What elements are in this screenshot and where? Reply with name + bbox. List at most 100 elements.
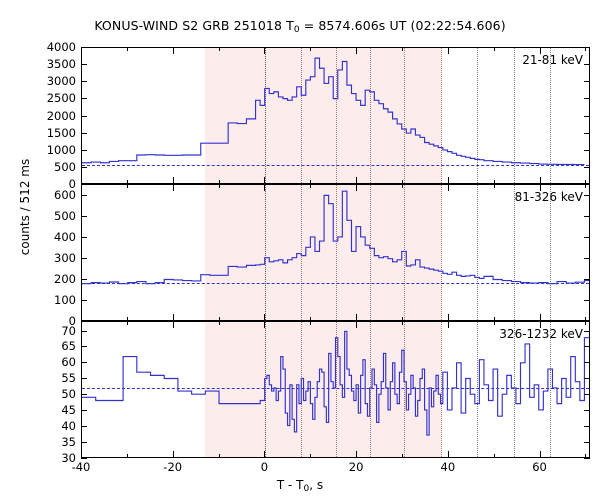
marker-line-gray [550,322,552,457]
y-tick-mark [81,426,87,428]
y-tick-label: 500 [54,208,76,223]
marker-line-red [335,48,337,183]
x-axis-label: T - T0, s [0,478,600,494]
x-tick-mark [401,317,403,321]
x-tick-mark [81,177,82,184]
y-tick-label: 35 [61,435,76,450]
y-tick-mark [81,132,87,134]
x-tick-mark [218,180,220,184]
y-tick-mark [584,47,590,48]
x-tick-mark [310,321,312,325]
y-tick-mark [81,299,87,301]
x-tick-mark [264,47,266,54]
marker-line-red [335,322,337,457]
x-tick-mark [126,184,128,188]
y-tick-mark [584,362,590,364]
y-tick-mark [81,98,87,100]
y-tick-label: 1000 [46,142,76,157]
title-subscript: 0 [293,25,300,35]
x-tick-mark [81,451,82,458]
x-tick-mark [126,47,128,51]
panel-low-energy: 21-81 keV [81,47,590,184]
x-tick-mark [585,184,587,188]
x-tick-mark [447,321,449,328]
y-tick-mark [584,346,590,348]
trigger-time-line [264,48,266,183]
x-tick-mark [493,317,495,321]
y-tick-mark [81,378,87,380]
y-tick-mark [584,410,590,412]
marker-line-red [404,322,405,457]
x-tick-mark [447,314,449,321]
y-tick-mark [81,194,87,196]
y-tick-mark [81,458,87,459]
marker-line-red [301,48,303,183]
panel-high-energy: 326-1232 keV [81,321,590,458]
panel-mid-energy: 81-326 keV [81,184,590,321]
x-axis-label-suffix: , s [309,478,324,492]
x-tick-mark [264,451,266,458]
title-prefix: KONUS-WIND S2 GRB 251018 T [94,18,294,33]
y-tick-mark [81,278,87,280]
marker-line-red [335,185,337,320]
x-tick-mark [126,180,128,184]
x-tick-mark [310,47,312,51]
marker-line-gray [550,48,552,183]
x-tick-mark [126,321,128,325]
x-tick-mark [539,177,541,184]
title-suffix: = 8574.606s UT (02:22:54.606) [299,18,506,33]
x-tick-mark [493,180,495,184]
x-tick-mark [264,314,266,321]
y-tick-mark [81,115,87,117]
lightcurve [82,48,589,183]
y-tick-mark [584,184,590,185]
y-tick-label: 400 [54,229,76,244]
y-tick-mark [81,236,87,238]
marker-line-red [369,48,371,183]
trigger-time-line [264,185,266,320]
y-tick-mark [584,442,590,444]
marker-line-gray [477,48,479,183]
y-tick-mark [81,442,87,444]
x-tick-mark [585,317,587,321]
y-tick-label: 3500 [46,57,76,72]
x-tick-mark [126,317,128,321]
y-tick-mark [584,98,590,100]
y-tick-label: 200 [54,271,76,286]
x-tick-mark [356,47,358,54]
x-tick-label: 0 [260,460,269,474]
y-tick-mark [584,299,590,301]
panel-legend-high: 326-1232 keV [499,327,583,341]
x-tick-mark [401,321,403,325]
x-tick-mark [172,314,174,321]
marker-line-gray [477,322,479,457]
y-tick-mark [81,149,87,151]
y-tick-mark [81,47,87,48]
x-tick-mark [585,454,587,458]
x-tick-mark [218,454,220,458]
x-tick-mark [310,180,312,184]
x-tick-mark [81,321,82,328]
x-tick-mark [401,47,403,51]
y-tick-mark [584,115,590,117]
y-tick-mark [584,194,590,196]
y-tick-label: 70 [61,323,76,338]
y-tick-mark [584,458,590,459]
y-tick-mark [81,410,87,412]
y-tick-mark [81,64,87,66]
y-tick-label: 3000 [46,74,76,89]
x-tick-mark [356,321,358,328]
marker-line-red [404,48,405,183]
x-tick-mark [585,180,587,184]
y-tick-label: 600 [54,187,76,202]
x-tick-mark [539,314,541,321]
x-tick-mark [539,47,541,54]
lightcurve [82,185,589,320]
y-tick-mark [584,278,590,280]
x-tick-label: 60 [532,460,547,474]
y-tick-label: 55 [61,371,76,386]
x-tick-mark [264,184,266,191]
y-tick-mark [584,81,590,83]
x-tick-mark [493,47,495,51]
